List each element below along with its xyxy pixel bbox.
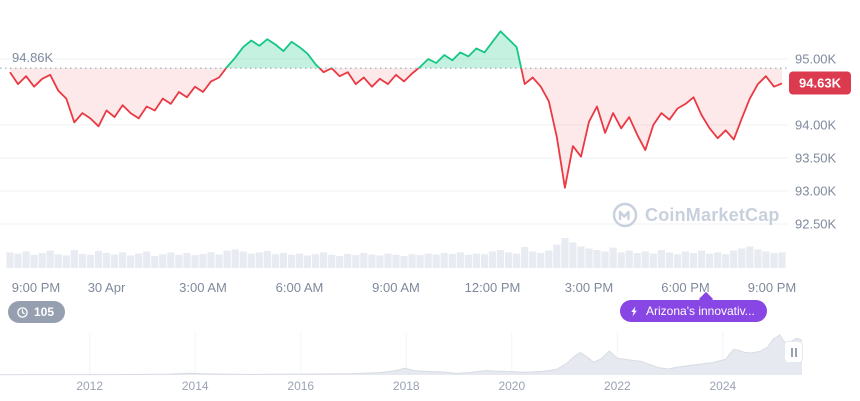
current-price-badge: 94.63K: [789, 71, 851, 95]
x-axis-label: 3:00 PM: [564, 280, 614, 295]
x-axis-label: 9:00 AM: [372, 280, 420, 295]
price-chart[interactable]: CoinMarketCap 94.86K: [0, 0, 788, 270]
history-line: [0, 334, 803, 376]
pause-icon: [790, 347, 793, 357]
price-series-red: [9, 68, 783, 189]
year-label: 2022: [603, 379, 631, 393]
gridlines: [0, 58, 788, 225]
price-axis: 95.00K 94.00K 93.50K 93.00K 92.50K: [788, 0, 860, 270]
year-gridlines: [89, 332, 724, 375]
year-axis: 2012 2014 2016 2018 2020 2022 2024: [0, 379, 802, 395]
x-axis-label: 30 Apr: [87, 280, 126, 295]
year-label: 2016: [287, 379, 315, 393]
x-axis-label: 3:00 AM: [179, 280, 227, 295]
history-chart-svg[interactable]: [0, 330, 803, 377]
clock-history-icon: [17, 306, 28, 318]
y-axis-label: 93.00K: [795, 183, 837, 199]
x-axis-label: 12:00 PM: [464, 280, 521, 295]
x-axis-label: 6:00 AM: [275, 280, 324, 295]
news-text: Arizona's innovativ...: [646, 304, 755, 318]
lightning-bolt-icon: [631, 305, 637, 317]
year-label: 2024: [709, 379, 737, 393]
pause-icon: [794, 347, 797, 357]
year-label: 2020: [498, 379, 526, 393]
y-axis-label: 93.50K: [795, 150, 837, 166]
coinmarketcap-logo-icon: [612, 202, 638, 228]
watchers-pill: 105: [8, 301, 66, 323]
y-axis-label: 95.00K: [795, 51, 837, 67]
x-axis-label: 9:00 PM: [747, 280, 797, 295]
news-pill[interactable]: Arizona's innovativ...: [620, 300, 767, 322]
x-axis-label: 9:00 PM: [11, 280, 61, 295]
watermark: CoinMarketCap: [612, 202, 780, 228]
watermark-text: CoinMarketCap: [645, 204, 780, 225]
time-axis: 9:00 PM 30 Apr 3:00 AM 6:00 AM 9:00 AM 12:00 …: [0, 278, 820, 298]
history-area: [0, 335, 802, 375]
year-label: 2014: [181, 379, 209, 393]
x-axis-label: 6:00 PM: [661, 280, 710, 295]
volume-bars: [6, 238, 786, 268]
y-axis-label: 92.50K: [795, 216, 837, 232]
watchers-count: 105: [34, 305, 55, 319]
history-range-selector[interactable]: [0, 330, 803, 377]
pause-button[interactable]: [784, 341, 803, 363]
baseline-price-label: 94.86K: [12, 50, 54, 66]
price-chart-svg[interactable]: [0, 0, 788, 270]
y-axis-label: 94.00K: [795, 117, 837, 133]
year-label: 2018: [392, 379, 420, 393]
year-label: 2012: [76, 379, 104, 393]
price-series-green: [224, 30, 523, 69]
